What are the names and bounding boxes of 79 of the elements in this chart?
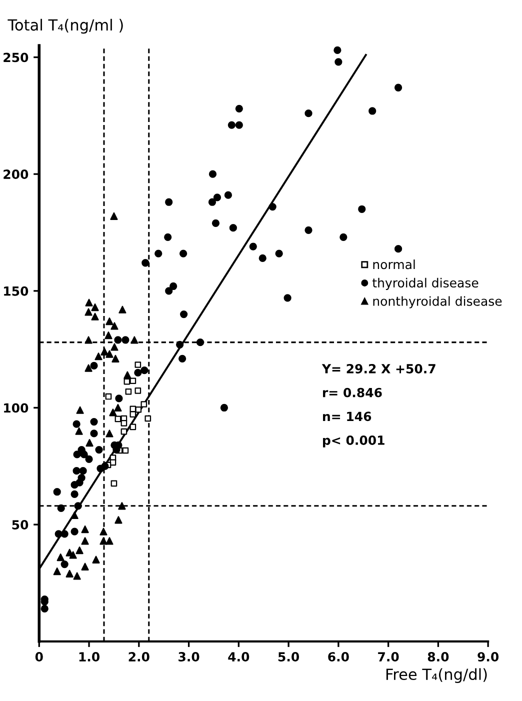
point [130, 336, 138, 344]
point [81, 537, 89, 545]
point [75, 427, 83, 435]
point [120, 420, 128, 426]
x-tick-label: 6.0 [328, 652, 349, 662]
y-tick-label: 200 [4, 170, 28, 180]
point [110, 322, 118, 330]
point [105, 393, 112, 400]
x-tick-label: 8.0 [428, 652, 449, 662]
point [84, 364, 92, 372]
point [122, 447, 129, 454]
point [120, 428, 128, 435]
y-tick-label: 50 [12, 520, 28, 530]
y-tick-label: 100 [4, 403, 28, 413]
point [144, 415, 152, 422]
point [106, 317, 114, 326]
point [118, 502, 126, 510]
point [109, 408, 117, 416]
point [70, 511, 78, 520]
point [114, 516, 122, 524]
x-tick-label: 3.0 [178, 652, 200, 662]
point [76, 406, 84, 414]
point [106, 350, 114, 358]
point [106, 537, 114, 545]
annotation: r= 0.846 [323, 388, 382, 398]
point [134, 362, 142, 368]
point [134, 388, 142, 394]
point [81, 525, 89, 534]
point [76, 546, 84, 554]
point [100, 528, 108, 536]
point [53, 568, 61, 576]
point [94, 352, 102, 360]
annotation: Y= 29.2 X +50.7 [322, 364, 436, 374]
point [84, 308, 92, 316]
x-tick-label: 1.0 [79, 652, 100, 662]
point [100, 537, 108, 545]
legend-label: thyroidal disease [372, 278, 478, 290]
point [85, 298, 93, 306]
point [106, 430, 114, 438]
point [124, 371, 132, 379]
point [91, 303, 99, 312]
point [112, 354, 120, 362]
x-axis-title: Free T₄(ng/dl) [386, 668, 487, 684]
point [110, 212, 118, 220]
point [110, 343, 118, 351]
x-tick-label: 0 [35, 652, 43, 662]
point [86, 438, 94, 447]
y-tick-label: 250 [4, 52, 28, 62]
legend-label: nonthyroidal disease [373, 296, 502, 308]
point [69, 551, 77, 559]
y-tick-label: 150 [4, 286, 28, 296]
point [125, 388, 132, 395]
point [91, 312, 99, 320]
point [92, 556, 100, 564]
point [100, 348, 108, 356]
annotation: n= 146 [323, 412, 372, 422]
point [135, 406, 142, 413]
point [73, 572, 81, 580]
point [130, 378, 136, 384]
point [130, 424, 136, 430]
point [118, 306, 126, 314]
point [66, 570, 74, 578]
x-tick-label: 9.0 [478, 652, 499, 662]
point [56, 553, 64, 562]
point [81, 562, 89, 570]
x-tick-label: 2.0 [128, 652, 150, 662]
point [104, 332, 112, 340]
y-axis-title: Total T₄(ng/ml ) [8, 18, 123, 34]
point [114, 416, 122, 422]
point [140, 401, 148, 408]
point [84, 336, 92, 344]
point [114, 404, 122, 412]
x-tick-label: 7.0 [378, 652, 399, 662]
point [130, 411, 136, 418]
x-tick-label: 5.0 [278, 652, 300, 662]
annotation: p< 0.001 [323, 436, 384, 448]
legend-label: normal [373, 260, 415, 270]
x-tick-label: 4.0 [228, 652, 250, 662]
point [110, 480, 118, 487]
